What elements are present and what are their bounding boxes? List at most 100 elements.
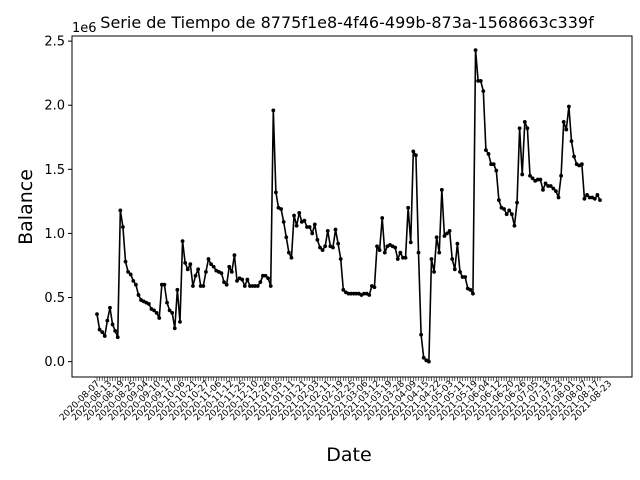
data-point: [183, 261, 188, 265]
data-point: [185, 267, 190, 272]
data-point: [535, 177, 540, 182]
data-point: [284, 235, 289, 240]
data-point: [152, 308, 156, 313]
data-point: [367, 293, 372, 297]
data-point: [546, 184, 551, 188]
data-point: [297, 211, 302, 215]
chart-title: Serie de Tiempo de 8775f1e8-4f46-499b-87…: [100, 13, 594, 32]
data-point: [473, 48, 478, 52]
data-point: [289, 255, 294, 260]
data-point: [235, 278, 239, 283]
data-point: [419, 332, 423, 337]
data-point: [421, 355, 426, 360]
data-point: [279, 207, 283, 211]
data-point: [123, 259, 128, 264]
data-point: [245, 277, 250, 282]
data-point: [193, 273, 198, 278]
data-point: [227, 264, 232, 269]
data-point: [336, 241, 341, 246]
data-point: [579, 162, 584, 167]
y-axis-label: Balance: [15, 169, 37, 245]
data-point: [543, 181, 548, 186]
data-point: [432, 269, 436, 274]
data-point: [515, 200, 519, 205]
data-point: [110, 322, 115, 327]
data-point: [411, 149, 416, 154]
data-point: [377, 248, 382, 252]
x-axis: 2020-08-072020-08-132020-08-192020-08-25…: [58, 377, 614, 423]
data-point: [548, 184, 553, 188]
data-point: [468, 287, 473, 292]
data-point: [118, 208, 123, 213]
data-point: [380, 216, 385, 220]
data-point: [572, 154, 576, 159]
data-point: [489, 162, 493, 167]
data-point: [115, 335, 120, 340]
data-point: [395, 257, 400, 261]
data-point: [201, 284, 206, 288]
data-point: [349, 291, 353, 296]
data-point: [460, 275, 465, 279]
data-point: [442, 234, 447, 238]
data-point: [502, 207, 506, 211]
data-point: [211, 264, 216, 269]
data-point: [455, 241, 460, 246]
data-point: [504, 212, 509, 217]
y-tick-label: 1.5: [44, 163, 65, 178]
data-point: [302, 218, 307, 223]
data-point: [172, 326, 177, 331]
data-point: [520, 172, 525, 177]
data-point: [286, 250, 291, 255]
data-point: [341, 287, 346, 292]
data-point: [206, 257, 211, 261]
data-point: [281, 219, 286, 224]
data-point: [458, 269, 462, 274]
data-point: [512, 223, 517, 228]
data-point: [538, 177, 543, 182]
data-point: [128, 272, 133, 277]
data-point: [315, 237, 320, 242]
data-point: [566, 104, 571, 109]
data-point: [530, 176, 535, 181]
data-point: [258, 280, 263, 285]
data-point: [240, 277, 245, 282]
data-point: [484, 148, 488, 152]
data-point: [157, 316, 162, 320]
data-point: [310, 231, 315, 236]
data-point: [541, 187, 545, 192]
data-point: [507, 208, 512, 213]
data-point: [113, 328, 118, 333]
data-point: [263, 273, 268, 278]
data-point: [450, 257, 455, 261]
data-point: [561, 119, 566, 124]
data-point: [162, 282, 167, 287]
data-point: [167, 308, 172, 313]
data-point: [131, 278, 136, 283]
data-point: [126, 269, 131, 274]
data-point: [406, 205, 411, 210]
data-point: [338, 257, 343, 261]
data-point: [266, 276, 271, 281]
data-point: [437, 250, 442, 255]
y-axis: 0.0 0.5 1.0 1.5 2.0 2.5: [44, 35, 72, 370]
data-point: [268, 284, 273, 288]
data-point: [175, 287, 180, 292]
data-point: [564, 127, 569, 132]
data-point: [100, 330, 105, 335]
data-point: [331, 245, 335, 250]
data-point: [559, 173, 564, 178]
data-point: [528, 173, 532, 178]
data-point: [232, 253, 237, 258]
data-point: [595, 193, 600, 197]
data-point: [426, 359, 431, 364]
data-point: [222, 280, 226, 285]
data-point: [375, 244, 379, 249]
data-point: [393, 245, 398, 250]
data-point: [312, 222, 317, 227]
data-point: [294, 223, 299, 228]
data-point: [146, 302, 151, 306]
data-point: [434, 235, 439, 240]
y-tick-label: 2.0: [44, 99, 65, 114]
data-point: [318, 245, 322, 250]
